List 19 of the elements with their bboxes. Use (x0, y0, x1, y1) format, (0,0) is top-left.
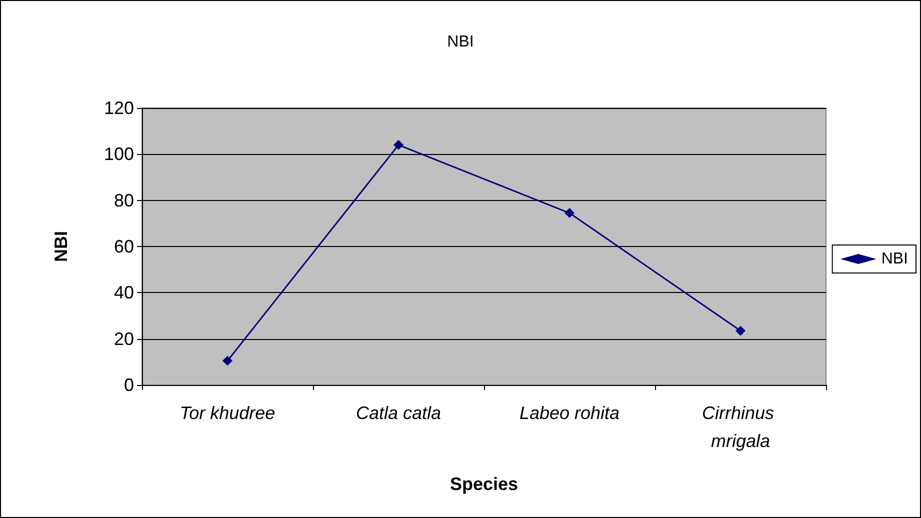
point (736, 326, 746, 336)
y-axis-title: NBI (51, 231, 71, 262)
y-tick-label: 120 (104, 98, 134, 118)
chart-title: NBI (447, 34, 474, 50)
point (222, 356, 232, 366)
point (394, 140, 404, 150)
x-tick-label: Catla catla (356, 403, 442, 423)
x-tick-label: Tor khudree (180, 403, 276, 423)
y-tick-label: 60 (114, 236, 134, 256)
y-tick-label: 100 (104, 144, 134, 164)
x-axis-title: Species (450, 474, 518, 494)
legend-label: NBI (881, 250, 908, 268)
y-tick-label: 80 (114, 190, 134, 210)
y-tick-label: 40 (114, 282, 134, 303)
x-tick-label: Labeo rohita (519, 403, 620, 423)
y-tick-label: 0 (124, 375, 134, 395)
point (564, 208, 574, 218)
y-tick-label: 20 (114, 328, 134, 349)
x-tick-label: Cirrhinus mrigala (702, 403, 780, 451)
